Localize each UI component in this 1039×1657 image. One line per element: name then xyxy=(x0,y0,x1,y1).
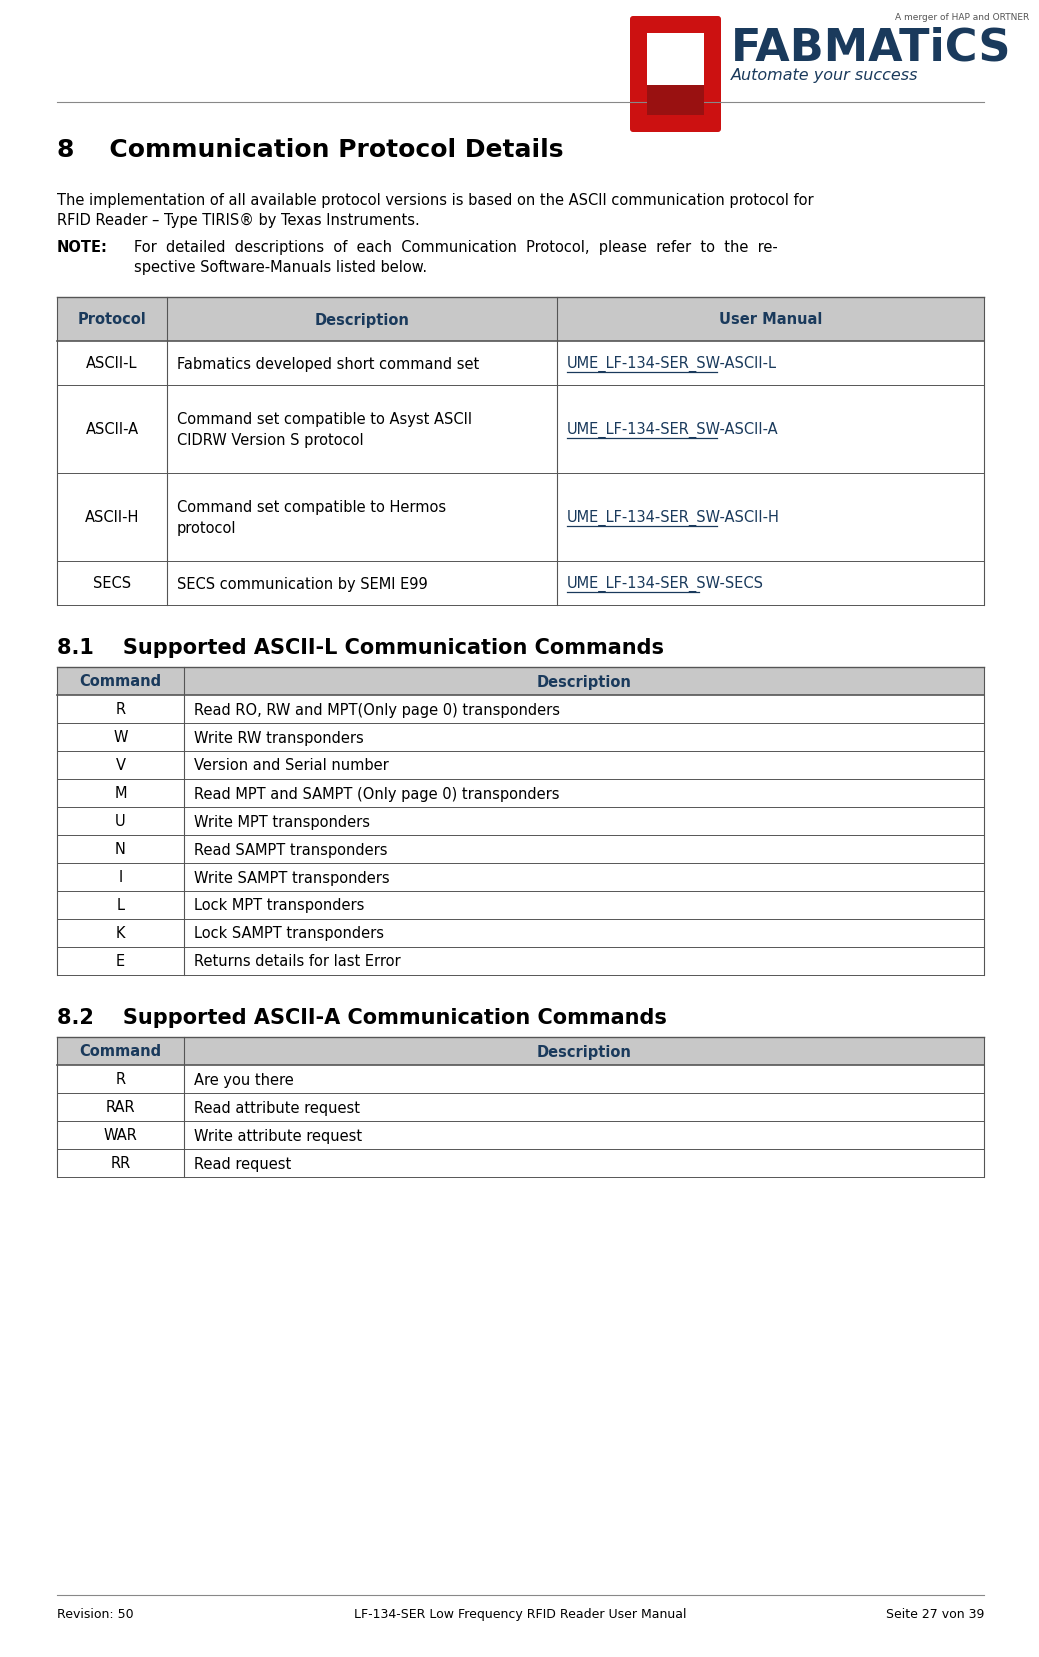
Text: M: M xyxy=(114,785,127,800)
Bar xyxy=(57,386,984,474)
Text: UME_LF-134-SER_SW-ASCII-H: UME_LF-134-SER_SW-ASCII-H xyxy=(567,510,780,525)
Text: SECS communication by SEMI E99: SECS communication by SEMI E99 xyxy=(177,577,428,592)
Text: Read SAMPT transponders: Read SAMPT transponders xyxy=(194,842,388,857)
Text: spective Software-Manuals listed below.: spective Software-Manuals listed below. xyxy=(134,260,427,275)
Bar xyxy=(647,86,704,116)
Text: Command: Command xyxy=(79,1044,161,1059)
Text: Description: Description xyxy=(536,1044,632,1059)
Text: UME_LF-134-SER_SW-ASCII-A: UME_LF-134-SER_SW-ASCII-A xyxy=(567,421,778,437)
Text: UME_LF-134-SER_SW-SECS: UME_LF-134-SER_SW-SECS xyxy=(567,575,764,592)
Text: Command: Command xyxy=(79,674,161,689)
Bar xyxy=(57,1037,984,1065)
Bar xyxy=(57,948,984,976)
Bar xyxy=(57,1065,984,1094)
Text: Command set compatible to Asyst ASCII
CIDRW Version S protocol: Command set compatible to Asyst ASCII CI… xyxy=(177,411,472,447)
Text: R: R xyxy=(115,1072,126,1087)
Bar xyxy=(57,474,984,562)
Text: RFID Reader – Type TIRIS® by Texas Instruments.: RFID Reader – Type TIRIS® by Texas Instr… xyxy=(57,212,420,229)
Bar xyxy=(57,891,984,920)
Bar xyxy=(57,779,984,807)
Bar xyxy=(57,1150,984,1176)
Text: U: U xyxy=(115,814,126,828)
Text: RR: RR xyxy=(110,1157,131,1171)
Text: Fabmatics developed short command set: Fabmatics developed short command set xyxy=(177,356,479,371)
Text: L: L xyxy=(116,898,125,913)
Text: Write MPT transponders: Write MPT transponders xyxy=(194,814,370,828)
Bar xyxy=(57,835,984,863)
Bar xyxy=(57,752,984,779)
Text: Read attribute request: Read attribute request xyxy=(194,1100,359,1115)
Bar xyxy=(647,35,704,116)
Text: Returns details for last Error: Returns details for last Error xyxy=(194,954,401,969)
Text: Read request: Read request xyxy=(194,1157,291,1171)
Bar xyxy=(57,1122,984,1150)
Text: Command set compatible to Hermos
protocol: Command set compatible to Hermos protoco… xyxy=(177,500,446,535)
Bar xyxy=(57,696,984,724)
Bar xyxy=(57,668,984,696)
Bar xyxy=(57,724,984,752)
Text: FABMATiCS: FABMATiCS xyxy=(731,27,1012,70)
Text: ASCII-A: ASCII-A xyxy=(85,423,138,437)
Text: W: W xyxy=(113,731,128,746)
Text: N: N xyxy=(115,842,126,857)
Text: Are you there: Are you there xyxy=(194,1072,294,1087)
Text: Version and Serial number: Version and Serial number xyxy=(194,757,389,774)
Text: 8.1    Supported ASCII-L Communication Commands: 8.1 Supported ASCII-L Communication Comm… xyxy=(57,638,664,658)
Text: LF-134-SER Low Frequency RFID Reader User Manual: LF-134-SER Low Frequency RFID Reader Use… xyxy=(354,1607,687,1621)
Text: Description: Description xyxy=(315,312,409,328)
Text: 8.2    Supported ASCII-A Communication Commands: 8.2 Supported ASCII-A Communication Comm… xyxy=(57,1007,667,1027)
Text: ASCII-L: ASCII-L xyxy=(86,356,138,371)
Bar xyxy=(57,863,984,891)
Text: Protocol: Protocol xyxy=(78,312,146,328)
Bar xyxy=(57,1094,984,1122)
Text: Read RO, RW and MPT(Only page 0) transponders: Read RO, RW and MPT(Only page 0) transpo… xyxy=(194,703,560,717)
Text: Seite 27 von 39: Seite 27 von 39 xyxy=(885,1607,984,1621)
Text: The implementation of all available protocol versions is based on the ASCII comm: The implementation of all available prot… xyxy=(57,192,814,207)
FancyBboxPatch shape xyxy=(630,17,721,133)
Text: V: V xyxy=(115,757,126,774)
Bar xyxy=(57,341,984,386)
Bar xyxy=(57,807,984,835)
Text: Revision: 50: Revision: 50 xyxy=(57,1607,134,1621)
Text: UME_LF-134-SER_SW-ASCII-L: UME_LF-134-SER_SW-ASCII-L xyxy=(567,356,777,371)
Text: Read MPT and SAMPT (Only page 0) transponders: Read MPT and SAMPT (Only page 0) transpo… xyxy=(194,785,559,800)
Text: Lock SAMPT transponders: Lock SAMPT transponders xyxy=(194,926,384,941)
Text: I: I xyxy=(118,870,123,885)
Bar xyxy=(655,50,696,85)
Text: K: K xyxy=(115,926,126,941)
Text: WAR: WAR xyxy=(104,1128,137,1143)
Text: Description: Description xyxy=(536,674,632,689)
Text: For  detailed  descriptions  of  each  Communication  Protocol,  please  refer  : For detailed descriptions of each Commun… xyxy=(134,240,778,255)
Bar xyxy=(57,562,984,606)
Text: ASCII-H: ASCII-H xyxy=(85,510,139,525)
Text: RAR: RAR xyxy=(106,1100,135,1115)
Text: Lock MPT transponders: Lock MPT transponders xyxy=(194,898,365,913)
Text: Write attribute request: Write attribute request xyxy=(194,1128,363,1143)
Text: Write RW transponders: Write RW transponders xyxy=(194,731,364,746)
Bar xyxy=(57,298,984,341)
Text: E: E xyxy=(116,954,125,969)
Text: Automate your success: Automate your success xyxy=(731,68,918,83)
Text: R: R xyxy=(115,703,126,717)
Text: SECS: SECS xyxy=(92,577,131,592)
Bar xyxy=(57,920,984,948)
Text: A merger of HAP and ORTNER: A merger of HAP and ORTNER xyxy=(895,13,1029,22)
Text: NOTE:: NOTE: xyxy=(57,240,108,255)
Text: 8    Communication Protocol Details: 8 Communication Protocol Details xyxy=(57,138,563,162)
Text: Write SAMPT transponders: Write SAMPT transponders xyxy=(194,870,390,885)
Text: User Manual: User Manual xyxy=(719,312,822,328)
